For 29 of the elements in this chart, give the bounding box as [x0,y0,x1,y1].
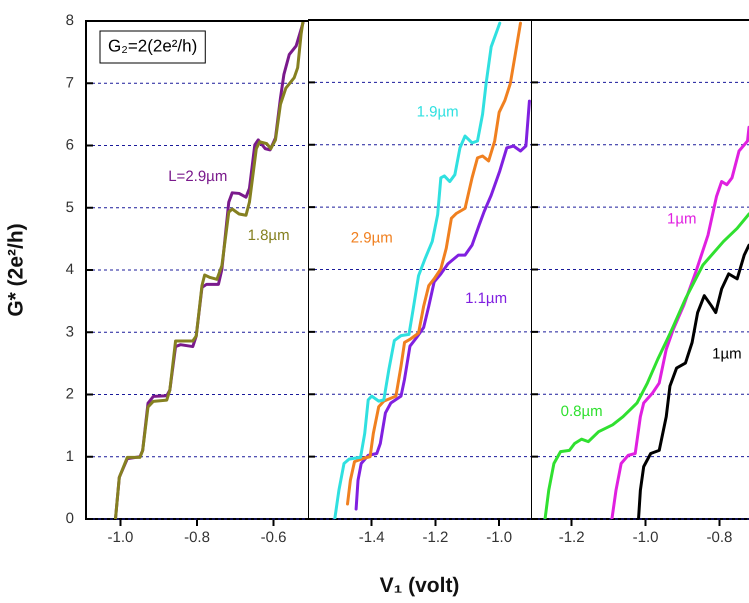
series-label: 1.8µm [248,226,290,244]
text: 2.9µm [350,229,393,246]
y-axis-title: G* (2e²/h) [4,223,28,317]
series-label: L=2.9µm [168,168,228,185]
y-tick-label: 8 [66,12,74,30]
x-tick-label: -0.8 [184,529,210,546]
x-axis-title: V₁ (volt) [380,574,460,598]
x-tick-label: -1.2 [558,529,585,546]
y-tick-label: 1 [66,448,74,465]
series-label: 1µm [667,210,696,228]
series-label: 1µm [712,345,742,362]
x-tick-label: -1.0 [486,529,512,546]
series-label: 1.1µm [465,290,508,307]
y-tick-label: 7 [66,74,74,92]
x-tick-label: -0.8 [706,529,732,546]
y-tick-label: 6 [66,136,74,154]
x-tick-label: -1.0 [108,529,134,546]
y-tick-label: 5 [66,198,74,216]
annotation: G₂=2(2e²/h) [108,36,198,56]
y-tick-label: 0 [66,510,74,528]
series-label: 1.9µm [416,103,459,120]
x-tick-label: -0.6 [260,529,286,546]
x-tick-label: -1.4 [358,529,385,546]
y-tick-label: 2 [66,386,74,403]
y-tick-label: 3 [66,323,74,340]
y-tick-label: 4 [66,261,74,278]
series-label: 0.8µm [560,402,603,420]
x-tick-label: -1.2 [422,529,448,546]
x-tick-label: -1.0 [632,529,658,546]
